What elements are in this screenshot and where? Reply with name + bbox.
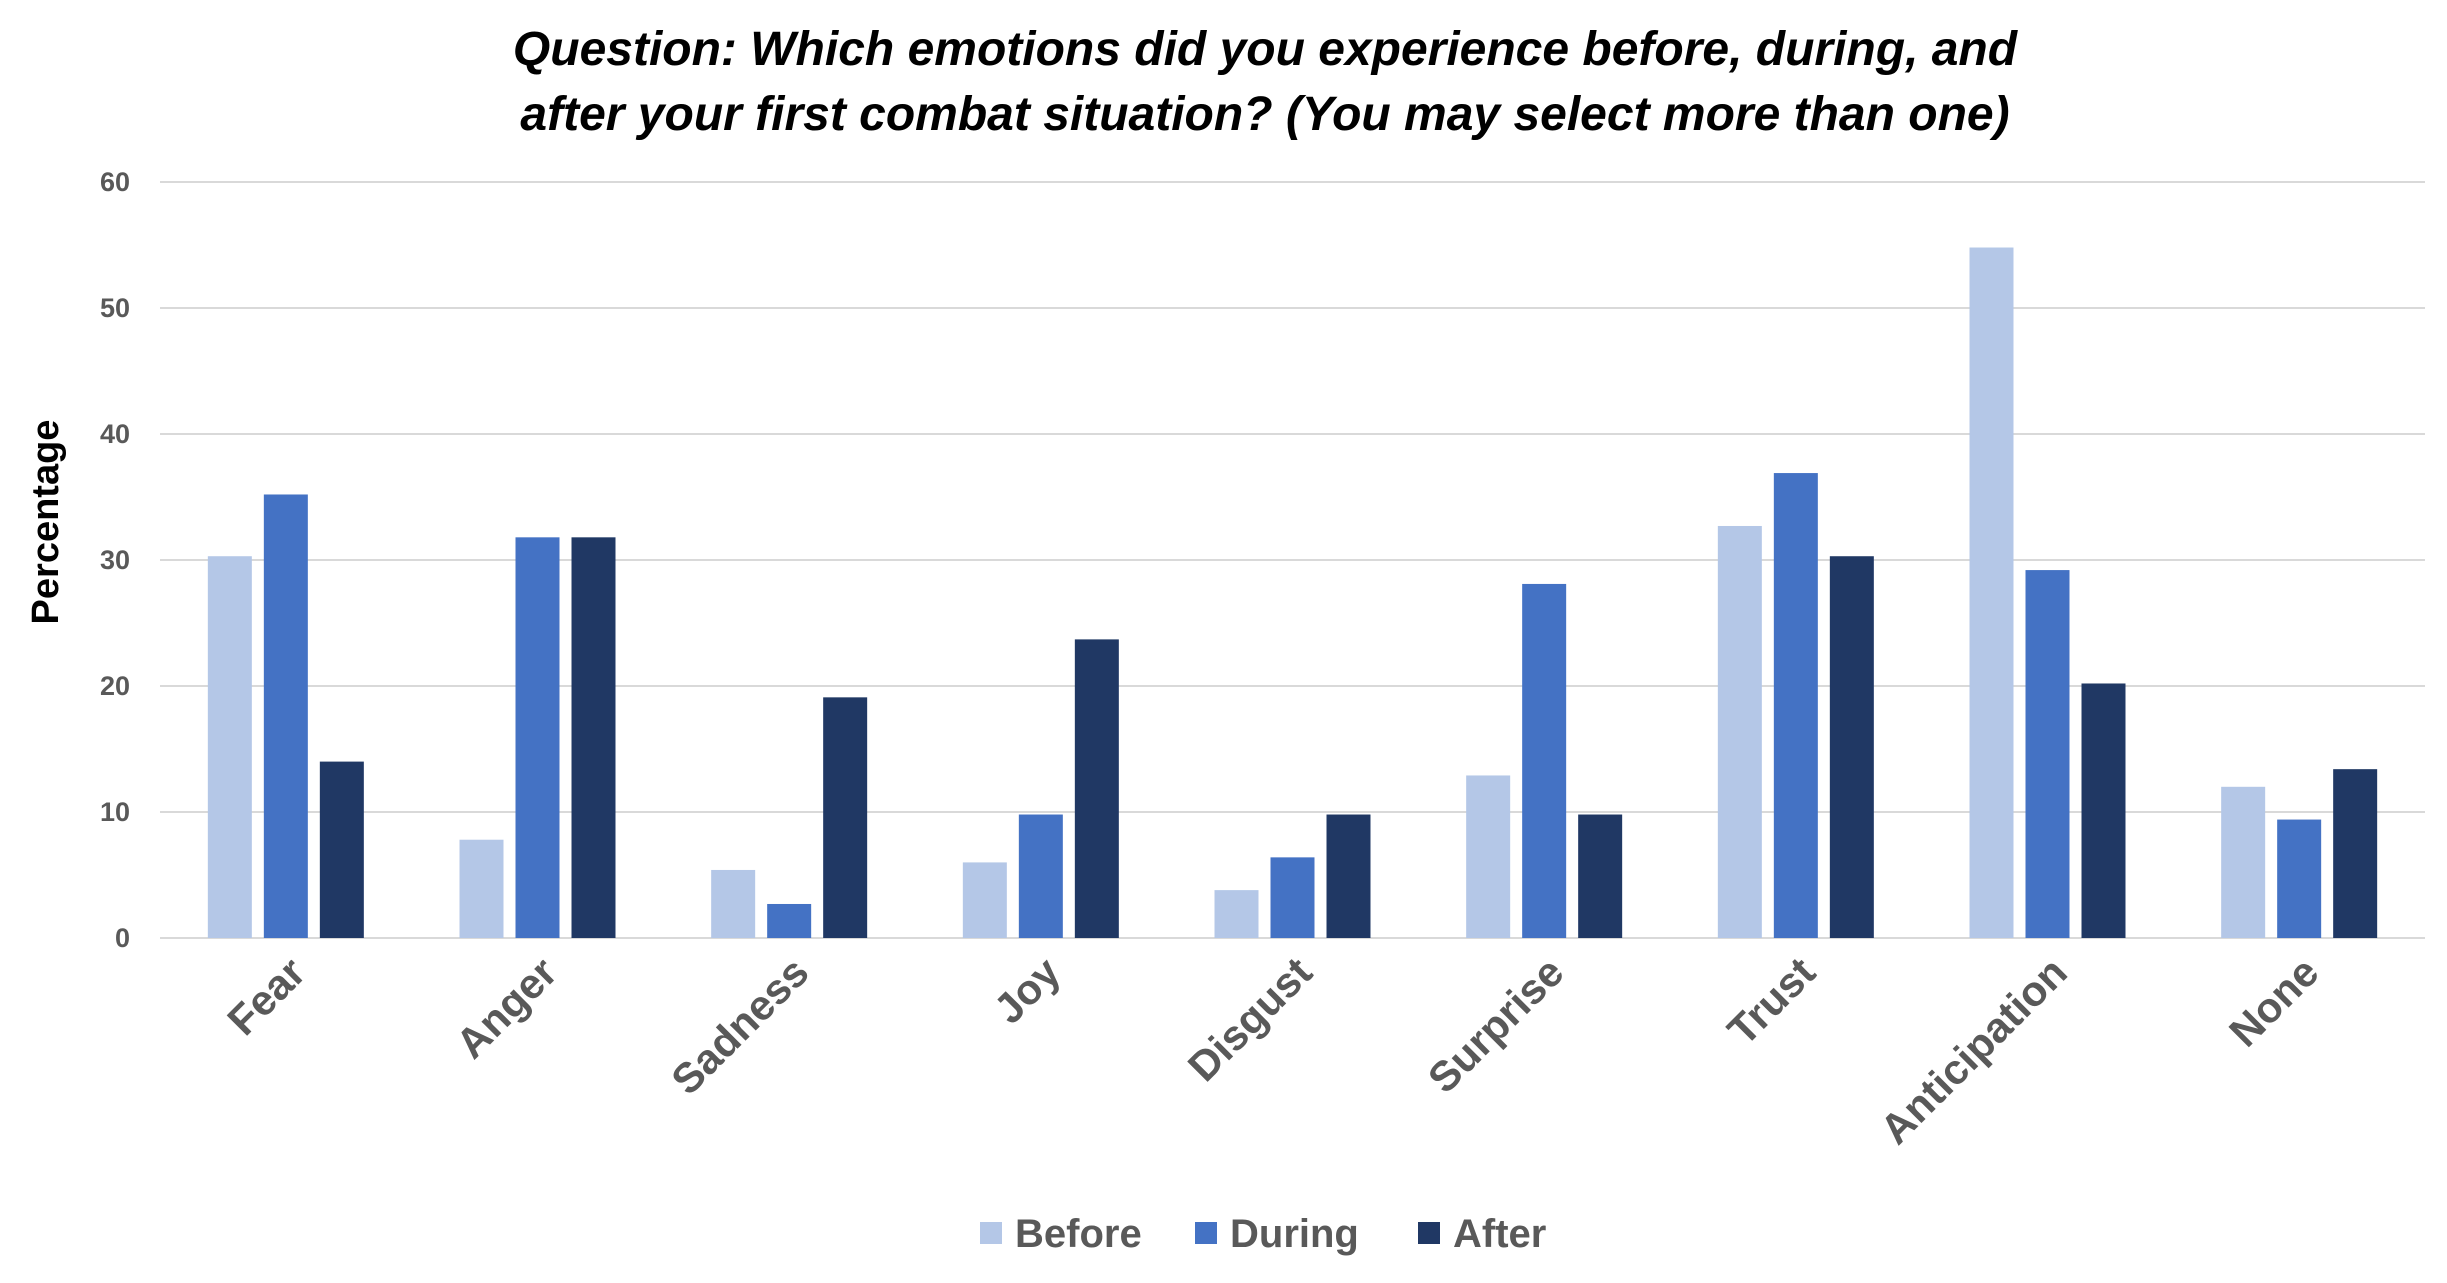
bar-anger-before bbox=[459, 839, 504, 938]
legend-swatch-during bbox=[1195, 1222, 1217, 1244]
legend: Before During After bbox=[980, 1212, 1546, 1256]
legend-swatch-after bbox=[1418, 1222, 1440, 1244]
bar-joy-after bbox=[1074, 639, 1119, 938]
y-axis-ticks: 0 10 20 30 40 50 60 bbox=[100, 167, 130, 953]
chart-title-line-1: Question: Which emotions did you experie… bbox=[513, 23, 2019, 76]
bar-trust-after bbox=[1829, 556, 1874, 938]
x-tick-label-surprise: Surprise bbox=[1419, 948, 1573, 1102]
y-tick-label-30: 30 bbox=[100, 545, 130, 575]
bar-none-after bbox=[2333, 769, 2378, 938]
bar-fear-before bbox=[207, 556, 252, 938]
bar-disgust-during bbox=[1270, 857, 1315, 938]
bar-anger-during bbox=[515, 537, 560, 938]
y-tick-label-50: 50 bbox=[100, 293, 130, 323]
x-tick-label-sadness: Sadness bbox=[662, 948, 817, 1103]
bar-surprise-after bbox=[1578, 814, 1623, 938]
bar-sadness-after bbox=[823, 697, 868, 938]
bar-surprise-before bbox=[1466, 775, 1511, 938]
bar-none-during bbox=[2277, 819, 2322, 938]
y-axis-label: Percentage bbox=[25, 420, 67, 625]
x-tick-label-anticipation: Anticipation bbox=[1871, 948, 2076, 1153]
bar-sadness-before bbox=[711, 869, 756, 938]
bar-fear-after bbox=[319, 761, 364, 938]
bar-sadness-during bbox=[767, 903, 812, 938]
chart-title: Question: Which emotions did you experie… bbox=[513, 23, 2019, 141]
x-tick-label-none: None bbox=[2220, 948, 2327, 1055]
x-tick-label-anger: Anger bbox=[447, 948, 566, 1067]
bar-anticipation-before bbox=[1969, 247, 2014, 938]
y-tick-label-10: 10 bbox=[100, 797, 130, 827]
x-tick-label-fear: Fear bbox=[218, 948, 314, 1044]
y-tick-label-20: 20 bbox=[100, 671, 130, 701]
y-tick-label-0: 0 bbox=[115, 923, 130, 953]
x-tick-label-disgust: Disgust bbox=[1179, 948, 1321, 1090]
bar-disgust-before bbox=[1214, 890, 1259, 938]
bar-disgust-after bbox=[1326, 814, 1371, 938]
bar-anticipation-after bbox=[2081, 683, 2126, 938]
bar-joy-before bbox=[962, 862, 1007, 938]
legend-label-after: After bbox=[1453, 1212, 1546, 1256]
bar-joy-during bbox=[1018, 814, 1063, 938]
y-tick-label-60: 60 bbox=[100, 167, 130, 197]
bar-fear-during bbox=[263, 494, 308, 938]
chart-title-line-2: after your first combat situation? (You … bbox=[520, 88, 2009, 141]
bar-anger-after bbox=[571, 537, 616, 938]
bar-surprise-during bbox=[1522, 583, 1567, 938]
bar-none-before bbox=[2221, 786, 2266, 938]
legend-swatch-before bbox=[980, 1222, 1002, 1244]
bar-anticipation-during bbox=[2025, 570, 2070, 938]
legend-label-before: Before bbox=[1015, 1212, 1142, 1256]
x-axis-ticks: Fear Anger Sadness Joy Disgust Surprise Trust A… bbox=[218, 948, 2327, 1153]
bar-trust-during bbox=[1773, 473, 1818, 938]
x-tick-label-trust: Trust bbox=[1718, 948, 1824, 1054]
bars bbox=[207, 247, 2378, 938]
y-tick-label-40: 40 bbox=[100, 419, 130, 449]
bar-trust-before bbox=[1717, 525, 1762, 938]
legend-label-during: During bbox=[1230, 1212, 1359, 1256]
x-tick-label-joy: Joy bbox=[985, 948, 1070, 1033]
